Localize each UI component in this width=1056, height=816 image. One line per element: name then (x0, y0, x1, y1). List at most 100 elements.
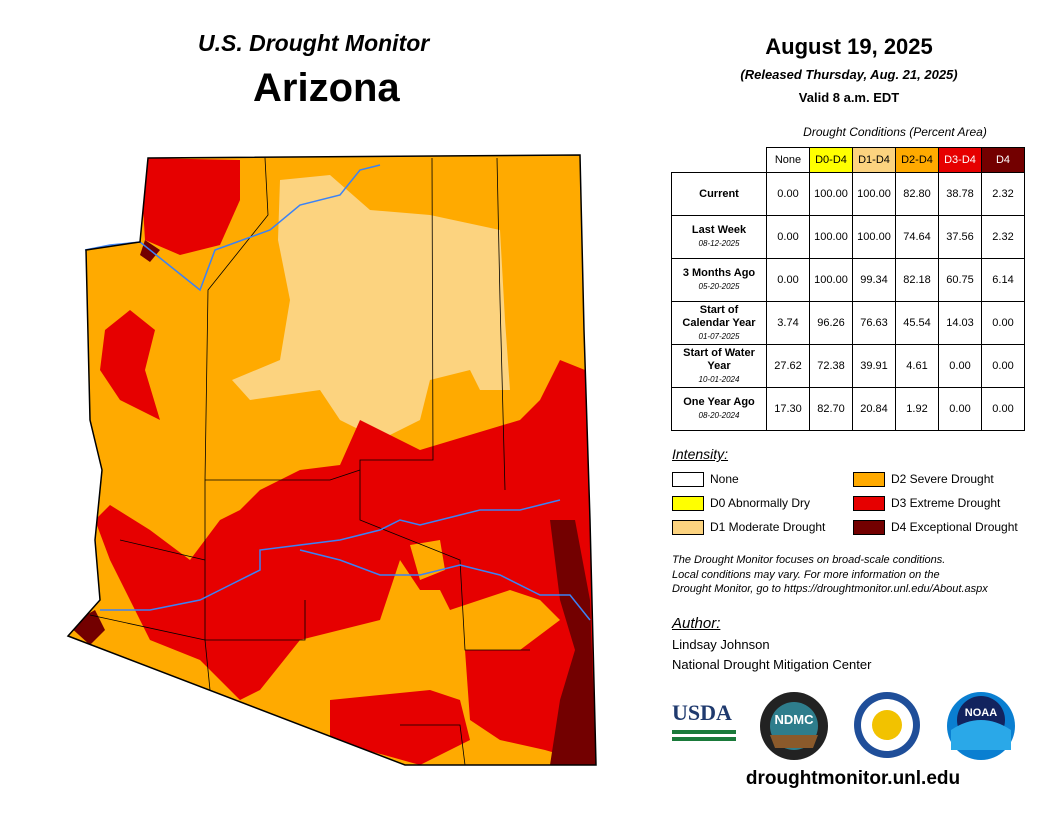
cell: 27.62 (766, 344, 810, 388)
row: Start of Calendar Year 01-07-2025 3.74 96.2… (671, 301, 1025, 345)
cell: 100.00 (852, 215, 896, 259)
cell: 96.26 (809, 301, 853, 345)
cell: 0.00 (766, 172, 810, 216)
cell: 82.18 (895, 258, 939, 302)
noaa-logo: NOAA (947, 692, 1015, 760)
cell: 100.00 (809, 215, 853, 259)
cell: 45.54 (895, 301, 939, 345)
cell: 0.00 (766, 258, 810, 302)
row-label: Current (671, 172, 767, 216)
row-date: 08-12-2025 (698, 239, 740, 248)
legend-label: D0 Abnormally Dry (710, 496, 811, 510)
cell: 100.00 (809, 258, 853, 302)
cell: 82.70 (809, 387, 853, 431)
cell: 39.91 (852, 344, 896, 388)
date: August 19, 2025 (765, 34, 933, 59)
cell: 17.30 (766, 387, 810, 431)
cell: 74.64 (895, 215, 939, 259)
row-name: Start of Calendar Year (682, 303, 756, 329)
row: One Year Ago 08-20-2024 17.30 82.70 20.84 1.9… (671, 387, 1025, 431)
cell: 0.00 (981, 301, 1025, 345)
cell: 100.00 (809, 172, 853, 216)
note: The Drought Monitor focuses on broad-sca… (672, 553, 988, 597)
column-header: D1-D4 (852, 147, 896, 173)
cell: 60.75 (938, 258, 982, 302)
doc-logo (854, 692, 920, 758)
row-name: 3 Months Ago (682, 267, 756, 279)
usda-text: USDA (672, 700, 732, 725)
column-header: D4 (981, 147, 1025, 173)
legend-swatch (672, 472, 704, 487)
author-label: Author: (672, 615, 721, 632)
column-header: D2-D4 (895, 147, 939, 173)
cell: 0.00 (766, 215, 810, 259)
row-label: Start of Water Year 10-01-2024 (671, 344, 767, 388)
cell: 76.63 (852, 301, 896, 345)
column-header: D3-D4 (938, 147, 982, 173)
row: Current 0.00 100.00 100.00 82.80 38.78 2.32 (671, 172, 1025, 216)
note-line: Drought Monitor, go to https://droughtmo… (672, 583, 988, 595)
map (66, 154, 597, 766)
cell: 72.38 (809, 344, 853, 388)
legend-swatch (672, 520, 704, 535)
row-name: Last Week (691, 224, 747, 236)
author-org: National Drought Mitigation Center (672, 657, 872, 672)
row-date: 08-20-2024 (698, 411, 740, 420)
row-date: 05-20-2025 (698, 282, 740, 291)
row-date: 01-07-2025 (698, 331, 740, 341)
cell: 0.00 (938, 344, 982, 388)
row-label: Start of Calendar Year 01-07-2025 (671, 301, 767, 345)
cell: 1.92 (895, 387, 939, 431)
stats-table: None D0-D4 D1-D4 D2-D4 D3-D4 D4 Current 0.00 100… (671, 147, 1025, 431)
legend-swatch (672, 496, 704, 511)
row-label: One Year Ago 08-20-2024 (671, 387, 767, 431)
released: (Released Thursday, Aug. 21, 2025) (740, 67, 958, 82)
legend-label: D4 Exceptional Drought (891, 520, 1018, 534)
cell: 4.61 (895, 344, 939, 388)
cell: 6.14 (981, 258, 1025, 302)
cell: 2.32 (981, 172, 1025, 216)
table-caption: Drought Conditions (Percent Area) (803, 125, 987, 139)
legend-swatch (853, 496, 885, 511)
legend-label: D2 Severe Drought (891, 472, 994, 486)
row-name: Start of Water Year (683, 346, 755, 372)
row: Start of Water Year 10-01-2024 27.62 72.38 3… (671, 344, 1025, 388)
subtitle: U.S. Drought Monitor (198, 30, 430, 56)
legend-label: D3 Extreme Drought (891, 496, 1001, 510)
column-header: D0-D4 (809, 147, 853, 173)
cell: 2.32 (981, 215, 1025, 259)
ndmc-text: NDMC (775, 712, 815, 727)
legend-swatch (853, 472, 885, 487)
blank (672, 148, 767, 173)
legend-swatch (853, 520, 885, 535)
header-row: None D0-D4 D1-D4 D2-D4 D3-D4 D4 (672, 147, 1025, 173)
cell: 20.84 (852, 387, 896, 431)
legend-title: Intensity: (672, 446, 729, 462)
author-name: Lindsay Johnson (672, 637, 770, 652)
url: droughtmonitor.unl.edu (745, 768, 961, 789)
cell: 0.00 (981, 344, 1025, 388)
row-label: Last Week 08-12-2025 (671, 215, 767, 259)
legend-label: None (710, 472, 739, 486)
cell: 37.56 (938, 215, 982, 259)
cell: 0.00 (938, 387, 982, 431)
row: 3 Months Ago 05-20-2025 0.00 100.00 99.34 82.… (671, 258, 1025, 302)
note-line: The Drought Monitor focuses on broad-sca… (672, 554, 946, 566)
row: Last Week 08-12-2025 0.00 100.00 100.00 74.64… (671, 215, 1025, 259)
note-line: Local conditions may vary. For more info… (672, 568, 940, 581)
row-name: Current (699, 187, 739, 200)
cell: 14.03 (938, 301, 982, 345)
cell: 82.80 (895, 172, 939, 216)
row-name: One Year Ago (683, 396, 755, 408)
cell: 0.00 (981, 387, 1025, 431)
row-date: 10-01-2024 (698, 374, 740, 384)
usda-logo: USDA (672, 700, 736, 748)
title: Arizona (253, 66, 400, 110)
column-header: None (766, 147, 810, 173)
cell: 38.78 (938, 172, 982, 216)
ndmc-logo: NDMC (760, 692, 828, 760)
cell: 99.34 (852, 258, 896, 302)
noaa-text: NOAA (965, 707, 997, 719)
valid: Valid 8 a.m. EDT (798, 90, 900, 105)
